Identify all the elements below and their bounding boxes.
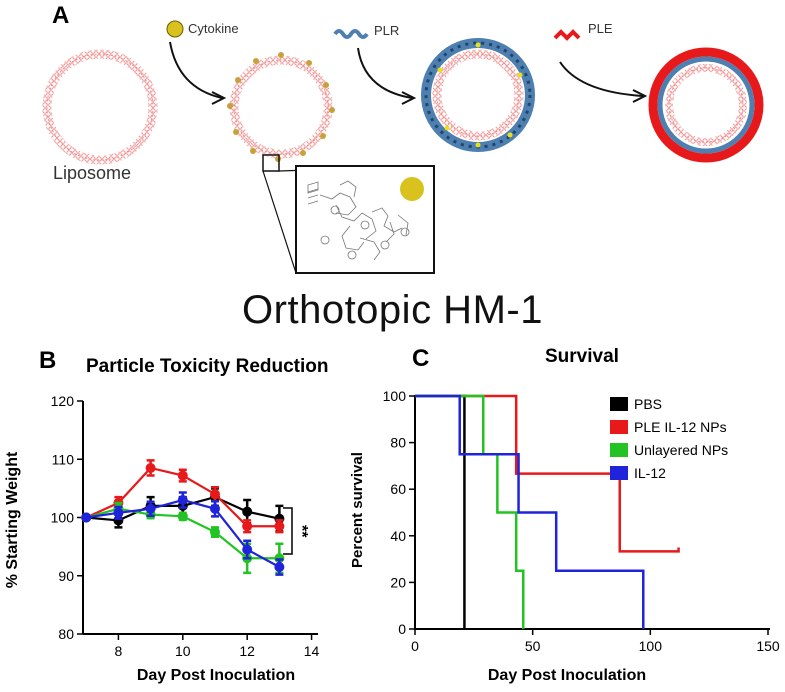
chart-b-ylabel: % Starting Weight (4, 451, 21, 588)
chart-b-point-ple-il-12-nps (145, 462, 156, 473)
panel-b-letter: B (39, 347, 57, 374)
chart-b-significance-bracket (283, 507, 293, 555)
chart-b-ytick-label: 100 (51, 510, 75, 526)
chart-b-point-pbs (242, 506, 253, 517)
chart-b-point-il-12 (81, 512, 92, 523)
liposome-cytokine (227, 52, 335, 162)
ple-label: PLE (588, 21, 613, 36)
panel-a-diagram (42, 20, 764, 274)
chart-b-xtick-label: 10 (175, 643, 191, 659)
chart-b-annotation: ** (293, 525, 310, 538)
chart-b-ytick-label: 90 (58, 568, 74, 584)
cytokine-icon (166, 20, 184, 38)
chart-b-point-il-12 (242, 544, 253, 555)
chart-b-ytick-label: 110 (52, 451, 75, 467)
chart-b-ytick-label: 80 (58, 626, 74, 642)
chart-b-point-il-12 (113, 507, 124, 518)
chart-b-xtick-label: 12 (239, 643, 255, 659)
chart-b-point-il-12 (177, 495, 188, 506)
chart-c-title: Survival (545, 346, 619, 367)
chart-c-ylabel: Percent survival (349, 452, 366, 568)
chart-b-title: Particle Toxicity Reduction (86, 356, 329, 377)
chart-b-point-il-12 (274, 562, 285, 573)
arrow-1 (169, 41, 227, 105)
plr-icon (333, 29, 369, 39)
chart-c-legend-swatch-pbs (610, 397, 628, 411)
main-title: Orthotopic HM-1 (242, 288, 543, 332)
chart-c-ytick-label: 40 (390, 528, 406, 544)
chart-b-point-ple-il-12-nps (274, 521, 285, 532)
chart-b-xlabel: Day Post Inoculation (137, 667, 295, 684)
chart-b-point-ple-il-12-nps (242, 521, 253, 532)
zoom-source-box (262, 154, 280, 172)
chart-c-survival: 0 20 40 60 80 100 0 50 100 150 PBS PLE IL-12 NPs Un… (349, 388, 780, 684)
chart-b-point-il-12 (209, 503, 220, 514)
chart-b-weight: 80 90 100 110 120 8 10 12 14 ** % Starting Weigh… (4, 393, 320, 684)
chart-b-point-ple-il-12-nps (209, 489, 220, 500)
chart-c-line-pbs (415, 394, 466, 629)
chart-b-point-unlayered-nps (209, 527, 220, 538)
chart-c-line-il-12 (415, 394, 645, 629)
chart-c-xtick-label: 50 (525, 638, 541, 654)
chart-c-legend-label-il-12: IL-12 (634, 465, 666, 481)
cytokine-label: Cytokine (188, 21, 239, 36)
chart-b-ytick-label: 120 (51, 393, 75, 409)
plr-label: PLR (374, 23, 400, 38)
chart-c-legend-label-unlayered-nps: Unlayered NPs (634, 442, 728, 458)
chart-b-point-unlayered-nps (177, 511, 188, 522)
chart-c-legend-swatch-unlayered-nps (610, 443, 628, 457)
panel-c-letter: C (412, 345, 430, 372)
chart-c-legend-label-ple-il-12-nps: PLE IL-12 NPs (634, 419, 727, 435)
ple-icon (553, 29, 581, 41)
chart-c-ytick-label: 100 (383, 388, 407, 404)
chart-b-point-il-12 (145, 503, 156, 514)
chart-c-ytick-label: 20 (390, 574, 406, 590)
chart-c-ytick-label: 60 (390, 481, 406, 497)
liposome-bare (42, 49, 158, 165)
chart-c-legend-swatch-ple-il-12-nps (610, 420, 628, 434)
chart-c-ytick-label: 0 (398, 621, 406, 637)
chart-c-legend-swatch-il-12 (610, 466, 628, 480)
chart-c-legend-label-pbs: PBS (634, 396, 662, 412)
chart-b-point-ple-il-12-nps (177, 470, 188, 481)
liposome-ple (648, 47, 764, 163)
chart-b-xtick-label: 8 (115, 643, 123, 659)
molecular-structure-inset (295, 165, 435, 274)
chart-c-xtick-label: 150 (756, 638, 780, 654)
liposome-plr (421, 38, 535, 152)
chart-c-ytick-label: 80 (390, 435, 406, 451)
chart-b-xtick-label: 14 (304, 643, 320, 659)
arrow-3 (559, 61, 648, 103)
chart-c-xtick-label: 100 (639, 638, 663, 654)
chart-c-xlabel: Day Post Inoculation (488, 667, 646, 684)
chart-c-xtick-label: 0 (411, 638, 419, 654)
liposome-label: Liposome (53, 163, 132, 183)
arrow-2 (357, 47, 417, 105)
panel-a-letter: A (52, 2, 70, 29)
chart-c-line-unlayered-nps (415, 394, 525, 629)
